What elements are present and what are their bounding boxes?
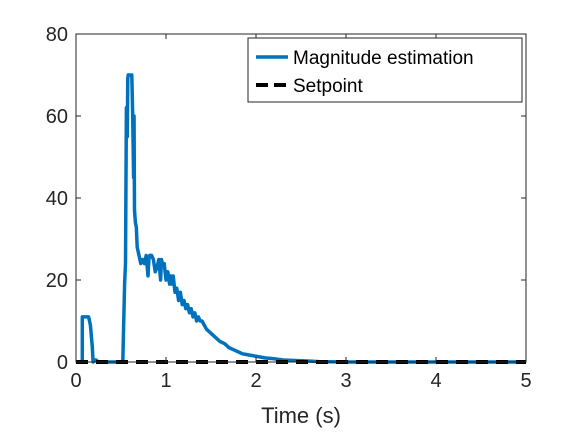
x-tick-label: 5 [520, 370, 531, 392]
y-tick-label: 40 [46, 188, 68, 210]
x-tick-label: 3 [340, 370, 351, 392]
legend-entry: Setpoint [293, 76, 363, 97]
legend: Magnitude estimation Setpoint [247, 37, 523, 103]
y-tick-label: 20 [46, 270, 68, 292]
x-tick-label: 0 [70, 370, 81, 392]
legend-entry: Magnitude estimation [293, 48, 474, 69]
x-axis-label: Time (s) [261, 403, 341, 428]
x-tick-label: 2 [250, 370, 261, 392]
y-tick-label: 0 [57, 352, 68, 374]
series-line-magnitude-estimation [76, 73, 526, 364]
y-tick-label: 80 [46, 24, 68, 46]
legend-box [247, 37, 523, 103]
tick-labels: 0 1 2 3 4 5 0 20 40 60 80 [46, 24, 532, 392]
x-tick-label: 4 [430, 370, 441, 392]
y-tick-label: 60 [46, 106, 68, 128]
x-tick-label: 1 [160, 370, 171, 392]
